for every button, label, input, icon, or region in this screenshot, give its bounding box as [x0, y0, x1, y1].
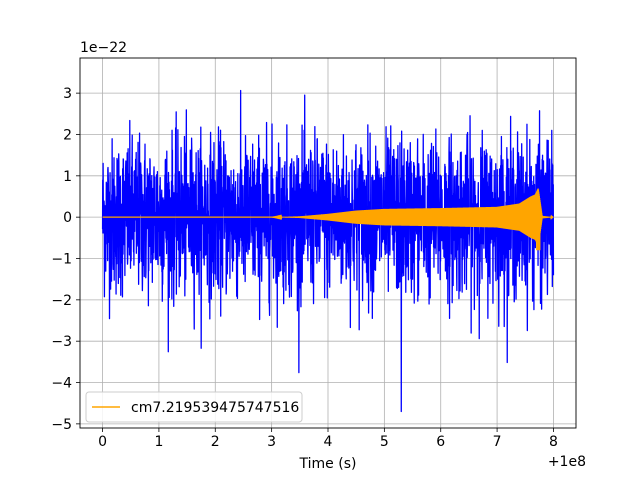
plot-lines	[101, 89, 555, 413]
y-tick-label: −2	[51, 293, 72, 309]
x-tick-label: 2	[211, 434, 220, 450]
y-tick-label: 2	[63, 127, 72, 143]
y-axis: 3 2 1 0 −1 −2 −3 −4 −5	[51, 86, 80, 433]
x-tick-label: 0	[98, 434, 107, 450]
x-offset-label: +1e8	[548, 454, 586, 470]
x-tick-label: 1	[154, 434, 163, 450]
x-tick-label: 8	[549, 434, 558, 450]
legend-box	[85, 391, 303, 423]
x-tick-label: 3	[267, 434, 276, 450]
y-scale-label: 1e−22	[80, 40, 127, 56]
series-strain-noise	[101, 89, 555, 413]
x-tick-label: 5	[380, 434, 389, 450]
y-tick-label: −3	[51, 334, 72, 350]
y-tick-label: 1	[63, 169, 72, 185]
y-tick-label: −5	[51, 417, 72, 433]
x-tick-label: 6	[436, 434, 445, 450]
legend: cm7.219539475747516	[85, 391, 303, 423]
x-tick-label: 4	[324, 434, 333, 450]
y-tick-label: −1	[51, 252, 72, 268]
y-tick-label: −4	[51, 376, 72, 392]
series-template-waveform	[102, 188, 554, 251]
y-tick-label: 0	[63, 210, 72, 226]
y-tick-label: 3	[63, 86, 72, 102]
legend-label: cm7.219539475747516	[131, 400, 299, 416]
x-axis: 0 1 2 3 4 5 6 7 8	[98, 428, 558, 450]
x-axis-label: Time (s)	[299, 456, 357, 472]
x-tick-label: 7	[493, 434, 502, 450]
